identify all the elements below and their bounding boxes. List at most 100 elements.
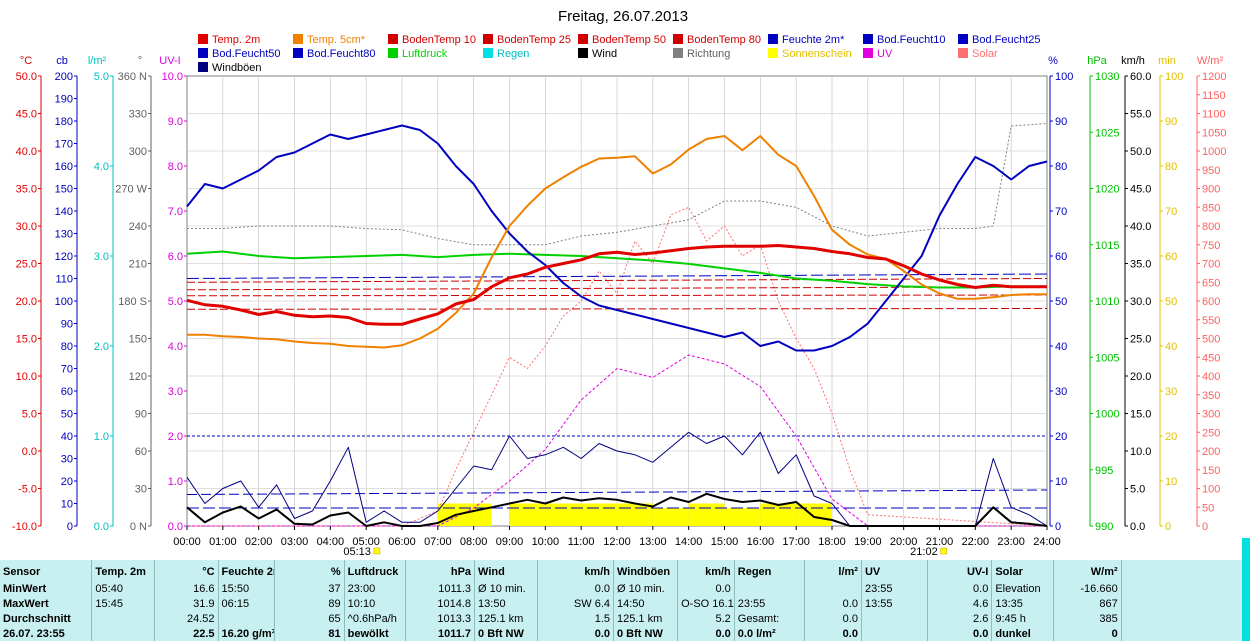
summary-cell: SW 6.4 — [537, 596, 614, 611]
legend-swatch — [293, 48, 303, 58]
axis-tick-label: 70 — [1055, 206, 1067, 218]
axis-tick-label: 10 — [1055, 476, 1067, 488]
axis-tick-label: 80 — [1165, 161, 1177, 173]
x-tick-label: 03:00 — [281, 536, 309, 548]
axis-tick-label: 30 — [61, 454, 73, 466]
axis-tick-label: 900 — [1202, 184, 1220, 196]
axis-tick-label: 150 — [55, 184, 73, 196]
summary-cell: 22.5 — [154, 626, 219, 641]
axis-tick-label: 100 — [1165, 71, 1183, 83]
axis-tick-label: 1000 — [1202, 146, 1226, 158]
summary-cell: 0.0 — [804, 626, 862, 641]
axis-tick-label: 100 — [1202, 484, 1220, 496]
axis-tick-label: 0.0 — [22, 446, 37, 458]
series-richtung — [187, 123, 1048, 246]
summary-cell: 10:10 — [344, 596, 406, 611]
axis-tick-label: 0 — [1202, 521, 1208, 533]
sunset-marker — [940, 547, 947, 555]
sunrise-label: 05:13 — [343, 546, 371, 558]
summary-cell: 05:40 — [91, 581, 156, 596]
x-tick-label: 09:00 — [496, 536, 524, 548]
axis-tick-label: 200 — [55, 71, 73, 83]
x-tick-label: 16:00 — [747, 536, 775, 548]
axis-tick-label: 5.0 — [168, 296, 183, 308]
summary-cell: 1.5 — [537, 611, 614, 626]
axis-tick-label: 400 — [1202, 371, 1220, 383]
x-tick-label: 24:00 — [1033, 536, 1061, 548]
legend-swatch — [198, 34, 208, 44]
summary-cell: 81 — [274, 626, 345, 641]
summary-cell — [861, 611, 929, 626]
axis-tick-label: 40.0 — [16, 146, 37, 158]
axis-tick-label: 40 — [1055, 341, 1067, 353]
summary-cell: 65 — [274, 611, 345, 626]
axis-tick-label: 35.0 — [1130, 259, 1151, 271]
summary-cell: 06:15 — [218, 596, 276, 611]
axis-tick-label: 60 — [1165, 251, 1177, 263]
axis-tick-label: 1000 — [1095, 409, 1119, 421]
sunset-label: 21:02 — [910, 546, 938, 558]
axis-unit: % — [1048, 55, 1058, 67]
legend-label: BodenTemp 10 — [402, 34, 476, 46]
legend-swatch — [958, 34, 968, 44]
summary-header-unit: UV-I — [927, 560, 993, 581]
axes: °C 50.0 45.0 40.0 35.0 30.0 25.0 20.0 15.0 10.0 5.… — [12, 55, 1227, 533]
axis-tick-label: 70 — [1165, 206, 1177, 218]
axis-tick-label: 850 — [1202, 202, 1220, 214]
summary-cell: 1011.3 — [405, 581, 476, 596]
axis-tick-label: 800 — [1202, 221, 1220, 233]
summary-header: Solar — [991, 560, 1055, 581]
legend-label: Temp. 5cm* — [307, 34, 366, 46]
summary-cell: -16.660 — [1053, 581, 1122, 596]
summary-cell: 13:50 — [474, 596, 539, 611]
axis-tick-label: 300 — [129, 146, 147, 158]
sunrise-marker — [373, 547, 381, 555]
legend-swatch — [388, 34, 398, 44]
x-tick-label: 07:00 — [424, 536, 452, 548]
summary-cell: 5.2 — [677, 611, 735, 626]
axis-tick-label: 110 — [55, 274, 73, 286]
axis-tick-label: 5.0 — [22, 409, 37, 421]
axis-tick-label: 50.0 — [16, 71, 37, 83]
series-bodentemp-50 — [186, 294, 1048, 297]
axis-tick-label: 100 — [55, 296, 73, 308]
axis-tick-label: 9.0 — [168, 116, 183, 128]
summary-cell: 1013.3 — [405, 611, 476, 626]
axis-tick-label: 1010 — [1095, 296, 1119, 308]
axis-tick-label: 700 — [1202, 259, 1220, 271]
axis-tick-label: 60 — [135, 446, 147, 458]
axis-tick-label: 15.0 — [16, 334, 37, 346]
x-tick-label: 08:00 — [460, 536, 488, 548]
axis-tick-label: 1.0 — [168, 476, 183, 488]
legend-label: BodenTemp 25 — [497, 34, 571, 46]
axis-tick-label: 30 — [1055, 386, 1067, 398]
axis-tick-label: 40 — [1165, 341, 1177, 353]
axis-tick-label: 30 — [1165, 386, 1177, 398]
legend-label: Luftdruck — [402, 48, 448, 60]
scrollbar-strip — [1242, 538, 1250, 641]
axis-tick-label: 4.0 — [168, 341, 183, 353]
axis-tick-label: 1200 — [1202, 71, 1226, 83]
x-tick-label: 01:00 — [209, 536, 237, 548]
legend-swatch — [958, 48, 968, 58]
axis-tick-label: 20 — [1055, 431, 1067, 443]
summary-cell: 15:50 — [218, 581, 276, 596]
summary-cell: 16.20 g/m³ — [218, 626, 276, 641]
axis-tick-label: 90 — [61, 319, 73, 331]
axis-tick-label: 20.0 — [16, 296, 37, 308]
summary-cell — [804, 581, 862, 596]
axis-tick-label: 1150 — [1202, 90, 1226, 102]
summary-cell: 0 Bft NW — [613, 626, 679, 641]
axis-tick-label: 1100 — [1202, 109, 1226, 121]
axis-tick-label: 10.0 — [1130, 446, 1151, 458]
axis-tick-label: 210 — [129, 259, 147, 271]
axis-tick-label: 5.0 — [1130, 484, 1145, 496]
summary-header: Luftdruck — [344, 560, 406, 581]
legend-swatch — [483, 48, 493, 58]
summary-cell: 24.52 — [154, 611, 219, 626]
axis-tick-label: 20 — [61, 476, 73, 488]
axis-tick-label: 7.0 — [168, 206, 183, 218]
legend-label: BodenTemp 50 — [592, 34, 666, 46]
x-tick-label: 17:00 — [782, 536, 810, 548]
